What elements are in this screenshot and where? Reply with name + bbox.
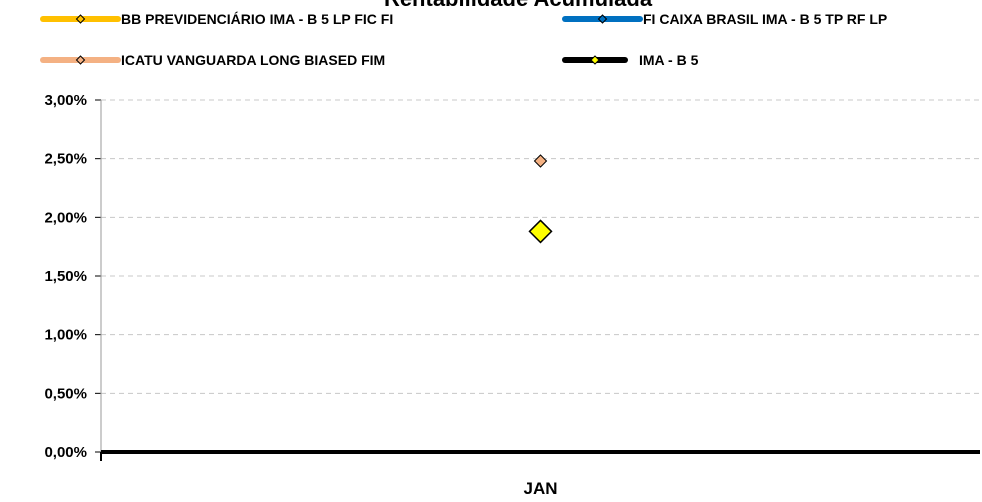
legend-label: BB PREVIDENCIÁRIO IMA - B 5 LP FIC FI (121, 11, 393, 27)
y-axis-tick-labels: 0,00% 0,50% 1,00% 1,50% 2,00% 2,50% 3,00% (44, 92, 87, 461)
y-tick-label: 0,50% (44, 385, 87, 402)
y-tick-label: 1,50% (44, 268, 87, 285)
y-tick-label: 2,50% (44, 151, 87, 168)
data-markers (528, 154, 553, 244)
legend-marker (590, 55, 600, 65)
legend-marker (597, 14, 608, 24)
chart-title: Rentabilidade Acumulada (384, 0, 653, 11)
x-tick-label: JAN (523, 479, 557, 497)
legend-marker (75, 14, 86, 24)
gridlines (101, 99, 980, 394)
legend-label: FI CAIXA BRASIL IMA - B 5 TP RF LP (643, 11, 887, 27)
legend-marker (75, 55, 86, 65)
legend-label: ICATU VANGUARDA LONG BIASED FIM (121, 52, 385, 68)
data-point (528, 219, 553, 244)
y-tick-label: 0,00% (44, 444, 87, 461)
legend-label: IMA - B 5 (639, 52, 699, 68)
data-point (533, 154, 548, 168)
axes (95, 99, 980, 461)
y-tick-label: 2,00% (44, 209, 87, 226)
y-tick-label: 1,00% (44, 327, 87, 344)
x-axis-tick-labels: JAN (523, 479, 557, 498)
y-tick-label: 3,00% (44, 92, 87, 109)
legend: BB PREVIDENCIÁRIO IMA - B 5 LP FIC FI FI … (40, 11, 887, 68)
